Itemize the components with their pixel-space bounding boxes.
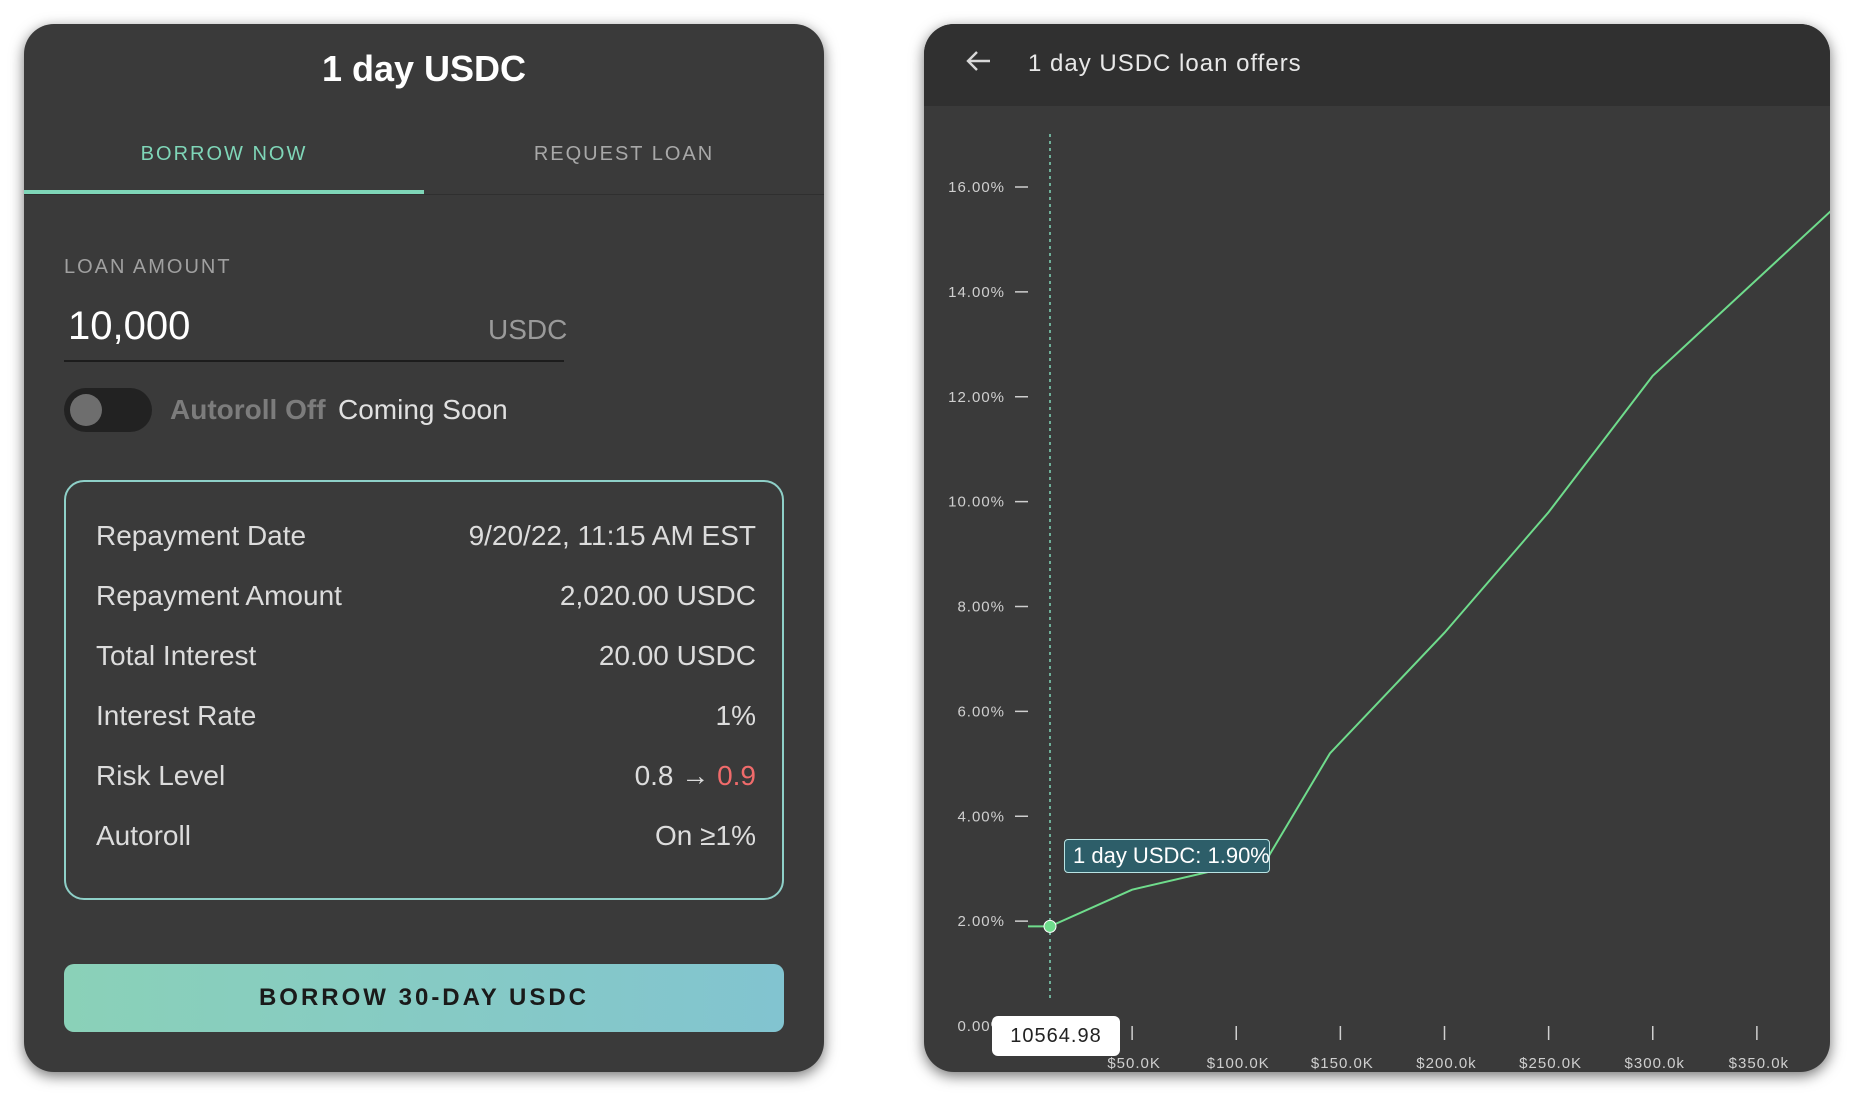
detail-value: 2,020.00 USDC xyxy=(559,580,756,611)
active-tab-indicator xyxy=(24,190,424,194)
y-tick-label: 14.00% xyxy=(948,284,1005,301)
detail-row: Repayment Date 9/20/22, 11:15 AM EST xyxy=(96,520,756,560)
borrow-button[interactable]: BORROW 30-DAY USDC xyxy=(64,964,784,1032)
series-line xyxy=(1028,210,1830,928)
detail-value: 1% xyxy=(715,700,756,731)
risk-to: 0.9 xyxy=(717,760,756,791)
detail-row: Repayment Amount 2,020.00 USDC xyxy=(96,580,756,620)
risk-level-value: 0.8 → 0.9 xyxy=(635,760,756,792)
tab-borrow-now[interactable]: BORROW NOW xyxy=(140,143,308,165)
tab-bar: BORROW NOW REQUEST LOAN xyxy=(24,114,824,195)
risk-arrow: → xyxy=(681,760,710,791)
y-tick-label: 10.00% xyxy=(948,494,1005,511)
x-tick-label: $150.0K xyxy=(1311,1055,1374,1072)
cursor-value-label: 10564.98 xyxy=(992,1016,1120,1056)
chart-tooltip: 1 day USDC: 1.90% xyxy=(1064,839,1270,873)
y-tick-label: 12.00% xyxy=(948,389,1005,406)
risk-from: 0.8 xyxy=(634,760,674,791)
loan-details-box: Repayment Date 9/20/22, 11:15 AM EST Rep… xyxy=(64,480,784,900)
autoroll-toggle[interactable] xyxy=(64,388,152,432)
detail-row: Total Interest 20.00 USDC xyxy=(96,640,756,680)
y-tick-label: 4.00% xyxy=(957,808,1005,825)
detail-value: 9/20/22, 11:15 AM EST xyxy=(468,520,756,551)
x-tick-label: $350.0k xyxy=(1729,1055,1789,1072)
card-title: 1 day USDC xyxy=(321,48,527,89)
offers-header: 1 day USDC loan offers xyxy=(924,24,1830,106)
borrow-card: 1 day USDC BORROW NOW REQUEST LOAN LOAN … xyxy=(24,24,824,1072)
autoroll-label: Autoroll Off xyxy=(170,394,326,425)
x-tick-label: $100.0K xyxy=(1207,1055,1270,1072)
loan-amount-label: LOAN AMOUNT xyxy=(64,256,232,278)
rate-curve-chart: 0.00%2.00%4.00%6.00%8.00%10.00%12.00%14.… xyxy=(948,134,1830,1072)
loan-amount-input[interactable] xyxy=(64,292,564,362)
detail-value: On ≥1% xyxy=(655,820,756,851)
y-tick-label: 8.00% xyxy=(957,599,1005,616)
x-tick-label: $50.0K xyxy=(1107,1055,1161,1072)
detail-row: Risk Level 0.8 → 0.9 xyxy=(96,760,756,800)
offers-title: 1 day USDC loan offers xyxy=(1028,50,1302,77)
detail-key: Repayment Amount xyxy=(96,580,342,611)
highlight-point xyxy=(1043,919,1057,933)
y-tick-label: 6.00% xyxy=(957,703,1005,720)
y-tick-label: 16.00% xyxy=(948,179,1005,196)
arrow-left-icon[interactable] xyxy=(962,44,996,78)
detail-key: Risk Level xyxy=(96,760,226,791)
detail-row: Interest Rate 1% xyxy=(96,700,756,740)
toggle-knob xyxy=(70,394,102,426)
detail-key: Interest Rate xyxy=(96,700,257,731)
detail-key: Repayment Date xyxy=(96,520,307,551)
y-tick-label: 2.00% xyxy=(957,913,1005,930)
detail-value: 20.00 USDC xyxy=(598,640,756,671)
x-tick-label: $250.0K xyxy=(1519,1055,1582,1072)
loan-offers-panel: 1 day USDC loan offers 0.00% 2.00% 4.00% 6.… xyxy=(924,24,1830,1072)
loan-amount-unit: USDC xyxy=(488,314,568,345)
tab-request-loan[interactable]: REQUEST LOAN xyxy=(533,143,715,165)
x-tick-label: $300.0k xyxy=(1625,1055,1685,1072)
detail-key: Total Interest xyxy=(96,640,257,671)
detail-row: Autoroll On ≥1% xyxy=(96,820,756,860)
coming-soon-label: Coming Soon xyxy=(338,394,508,425)
detail-key: Autoroll xyxy=(96,820,191,851)
x-tick-label: $200.0k xyxy=(1416,1055,1476,1072)
